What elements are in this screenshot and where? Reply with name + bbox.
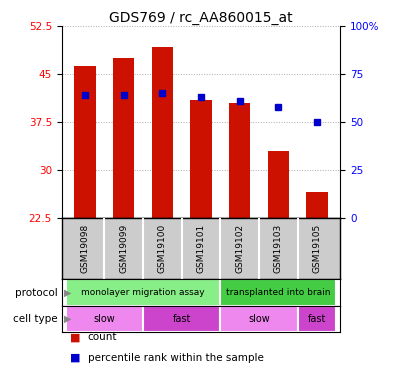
Bar xyxy=(143,306,220,332)
Bar xyxy=(152,47,173,217)
Bar xyxy=(113,58,134,217)
Text: ■: ■ xyxy=(70,333,80,342)
Text: transplanted into brain: transplanted into brain xyxy=(226,288,331,297)
Text: slow: slow xyxy=(248,314,270,324)
Text: fast: fast xyxy=(172,314,191,324)
Bar xyxy=(306,192,328,217)
Text: ▶: ▶ xyxy=(64,288,71,297)
Bar xyxy=(66,306,143,332)
Bar xyxy=(74,66,96,218)
Bar xyxy=(220,279,336,306)
Text: monolayer migration assay: monolayer migration assay xyxy=(81,288,205,297)
Text: percentile rank within the sample: percentile rank within the sample xyxy=(88,353,263,363)
Text: GSM19099: GSM19099 xyxy=(119,224,128,273)
Bar xyxy=(268,150,289,217)
Text: slow: slow xyxy=(94,314,115,324)
Bar xyxy=(298,306,336,332)
Text: ▶: ▶ xyxy=(64,314,71,324)
Text: count: count xyxy=(88,333,117,342)
Text: fast: fast xyxy=(308,314,326,324)
Bar xyxy=(190,100,212,218)
Text: ■: ■ xyxy=(70,353,80,363)
Text: GSM19098: GSM19098 xyxy=(80,224,90,273)
Bar xyxy=(66,279,220,306)
Text: GSM19105: GSM19105 xyxy=(312,224,322,273)
Text: protocol: protocol xyxy=(15,288,58,297)
Bar xyxy=(229,103,250,218)
Text: cell type: cell type xyxy=(13,314,58,324)
Text: GSM19102: GSM19102 xyxy=(235,224,244,273)
Text: GSM19100: GSM19100 xyxy=(158,224,167,273)
Text: GSM19103: GSM19103 xyxy=(274,224,283,273)
Title: GDS769 / rc_AA860015_at: GDS769 / rc_AA860015_at xyxy=(109,11,293,25)
Bar xyxy=(220,306,298,332)
Text: GSM19101: GSM19101 xyxy=(197,224,205,273)
